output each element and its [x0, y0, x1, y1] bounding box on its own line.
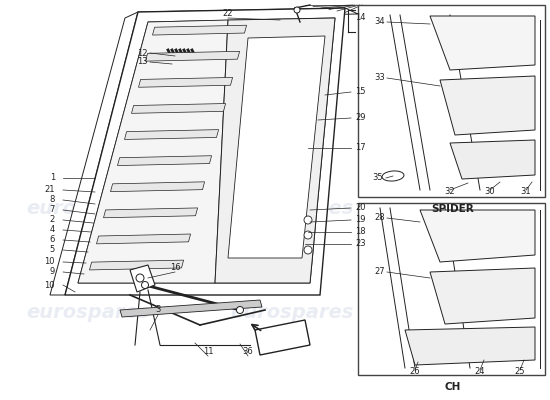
Text: 19: 19 [355, 216, 366, 224]
Text: 7: 7 [50, 206, 55, 214]
Text: eurospares: eurospares [230, 302, 353, 322]
Text: 29: 29 [355, 114, 366, 122]
Polygon shape [215, 18, 335, 283]
Circle shape [141, 282, 148, 288]
Polygon shape [405, 327, 535, 365]
Polygon shape [65, 8, 345, 295]
Text: 22: 22 [223, 10, 233, 18]
Circle shape [304, 246, 312, 254]
Text: 18: 18 [355, 228, 366, 236]
Text: 11: 11 [203, 348, 213, 356]
Text: 25: 25 [515, 368, 525, 376]
Text: 10: 10 [45, 280, 55, 290]
Polygon shape [228, 36, 325, 258]
Polygon shape [430, 16, 535, 70]
Polygon shape [96, 234, 191, 244]
Text: 35: 35 [372, 174, 383, 182]
Text: 21: 21 [45, 186, 55, 194]
Polygon shape [358, 203, 545, 375]
Polygon shape [440, 76, 535, 135]
Polygon shape [103, 208, 197, 218]
Polygon shape [358, 5, 545, 197]
Polygon shape [130, 265, 155, 292]
Text: 17: 17 [355, 144, 366, 152]
Polygon shape [255, 320, 310, 355]
Text: 12: 12 [138, 48, 148, 58]
Circle shape [236, 306, 244, 314]
Text: 23: 23 [355, 240, 366, 248]
Polygon shape [124, 130, 218, 140]
Polygon shape [90, 260, 184, 270]
Polygon shape [111, 182, 205, 192]
Text: 26: 26 [410, 368, 420, 376]
Text: 5: 5 [50, 246, 55, 254]
Polygon shape [430, 268, 535, 324]
Text: eurospares: eurospares [230, 198, 353, 218]
Text: 8: 8 [50, 196, 55, 204]
Circle shape [304, 231, 312, 239]
Polygon shape [50, 12, 138, 295]
Text: 10: 10 [45, 258, 55, 266]
Text: 15: 15 [355, 88, 366, 96]
Polygon shape [138, 8, 358, 18]
Text: 1: 1 [50, 174, 55, 182]
Circle shape [304, 216, 312, 224]
Text: 30: 30 [485, 188, 496, 196]
Text: 16: 16 [170, 264, 180, 272]
Text: 24: 24 [475, 368, 485, 376]
Text: 4: 4 [50, 226, 55, 234]
Text: 13: 13 [138, 58, 148, 66]
Text: 31: 31 [521, 188, 531, 196]
Text: 2: 2 [50, 216, 55, 224]
Polygon shape [78, 20, 228, 283]
Text: 32: 32 [445, 188, 455, 196]
Text: CH: CH [445, 382, 461, 392]
Polygon shape [152, 25, 246, 35]
Text: eurospares: eurospares [26, 302, 150, 322]
Polygon shape [78, 18, 335, 283]
Circle shape [136, 274, 144, 282]
Text: 36: 36 [243, 348, 254, 356]
Polygon shape [118, 156, 212, 166]
Text: 14: 14 [355, 14, 366, 22]
Polygon shape [146, 51, 240, 61]
Text: eurospares: eurospares [26, 198, 150, 218]
Polygon shape [131, 104, 226, 113]
Polygon shape [120, 300, 262, 317]
Polygon shape [139, 78, 233, 87]
Circle shape [294, 7, 300, 13]
Text: 33: 33 [374, 74, 385, 82]
Text: 6: 6 [50, 236, 55, 244]
Text: 20: 20 [355, 204, 366, 212]
Polygon shape [450, 140, 535, 179]
Text: 3: 3 [155, 306, 161, 314]
Text: 27: 27 [375, 268, 385, 276]
Text: SPIDER: SPIDER [432, 204, 474, 214]
Text: 34: 34 [375, 18, 385, 26]
Polygon shape [420, 210, 535, 262]
Text: 28: 28 [375, 214, 385, 222]
Text: 9: 9 [50, 268, 55, 276]
